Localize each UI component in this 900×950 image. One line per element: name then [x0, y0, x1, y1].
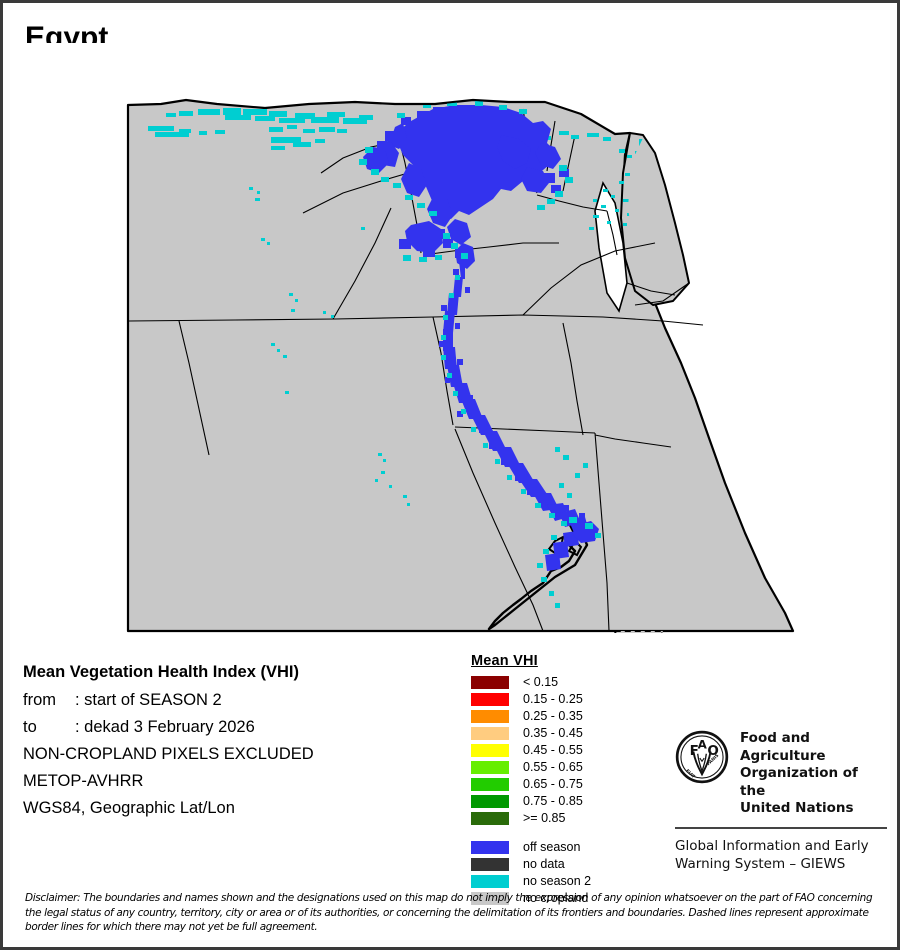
legend-class-row[interactable]: 0.45 - 0.55	[471, 742, 651, 758]
svg-text:FIAT: FIAT	[684, 768, 696, 780]
fao-logo-icon: F A O FIAT PANIS	[675, 730, 729, 784]
map-info-block: Mean Vegetation Health Index (VHI) from:…	[23, 658, 453, 822]
legend-class-label: < 0.15	[523, 675, 559, 689]
svg-text:A: A	[698, 737, 708, 751]
legend-title: Mean VHI	[471, 653, 538, 669]
legend-special-row[interactable]: no data	[471, 856, 651, 872]
off-season-pixels	[363, 105, 599, 571]
legend-class-label: 0.55 - 0.65	[523, 760, 583, 774]
legend-class-label: 0.75 - 0.85	[523, 794, 583, 808]
svg-text:O: O	[707, 743, 718, 759]
legend-class-row[interactable]: >= 0.85	[471, 810, 651, 826]
info-cropland-note: NON-CROPLAND PIXELS EXCLUDED	[23, 745, 314, 763]
legend-class-row[interactable]: 0.55 - 0.65	[471, 759, 651, 775]
legend-spacer	[471, 827, 651, 839]
legend-class-list: < 0.15 0.15 - 0.25 0.25 - 0.35 0.35 - 0.45 0…	[471, 674, 651, 826]
info-sensor: METOP-AVHRR	[23, 772, 144, 790]
info-to-row: to : dekad 3 February 2026	[23, 714, 453, 741]
legend-class-label: >= 0.85	[523, 811, 566, 825]
legend-class-row[interactable]: 0.35 - 0.45	[471, 725, 651, 741]
legend-special-row[interactable]: off season	[471, 839, 651, 855]
legend-special-swatch	[471, 840, 509, 854]
legend-class-label: 0.25 - 0.35	[523, 709, 583, 723]
legend-class-label: 0.15 - 0.25	[523, 692, 583, 706]
info-projection: WGS84, Geographic Lat/Lon	[23, 799, 235, 817]
legend-class-swatch	[471, 743, 509, 757]
legend-class-row[interactable]: 0.15 - 0.25	[471, 691, 651, 707]
map-canvas[interactable]	[3, 43, 897, 633]
legend-special-swatch	[471, 891, 509, 905]
legend-class-row[interactable]: 0.65 - 0.75	[471, 776, 651, 792]
legend-special-row[interactable]: no cropland	[471, 890, 651, 906]
fao-divider	[675, 826, 887, 829]
info-to-value: : dekad 3 February 2026	[75, 718, 255, 736]
legend-special-label: off season	[523, 840, 581, 854]
legend-special-label: no season 2	[523, 874, 592, 888]
legend-special-label: no data	[523, 857, 565, 871]
legend-class-swatch	[471, 709, 509, 723]
info-from-value: : start of SEASON 2	[75, 691, 222, 709]
legend-class-row[interactable]: < 0.15	[471, 674, 651, 690]
legend-class-label: 0.35 - 0.45	[523, 726, 583, 740]
legend-class-label: 0.65 - 0.75	[523, 777, 583, 791]
nile-cyan-fringe	[359, 101, 601, 608]
map-legend: Mean VHI < 0.15 0.15 - 0.25 0.25 - 0.35 0.3…	[471, 653, 651, 907]
svg-text:F: F	[690, 743, 699, 759]
legend-class-row[interactable]: 0.75 - 0.85	[471, 793, 651, 809]
legend-special-swatch	[471, 857, 509, 871]
legend-class-label: 0.45 - 0.55	[523, 743, 583, 757]
legend-class-swatch	[471, 794, 509, 808]
info-to-label: to	[23, 718, 37, 736]
info-heading: Mean Vegetation Health Index (VHI)	[23, 663, 299, 681]
legend-special-swatch	[471, 874, 509, 888]
legend-class-swatch	[471, 811, 509, 825]
fao-branding: F A O FIAT PANIS Food and Agriculture Org…	[675, 730, 887, 873]
disclaimer-text: Disclaimer: The boundaries and names sho…	[25, 892, 873, 933]
fao-header-row: F A O FIAT PANIS Food and Agriculture Org…	[675, 730, 887, 818]
info-from-label: from	[23, 691, 56, 709]
legend-special-label: no cropland	[523, 891, 589, 905]
legend-class-swatch	[471, 726, 509, 740]
legend-class-swatch	[471, 692, 509, 706]
legend-class-row[interactable]: 0.25 - 0.35	[471, 708, 651, 724]
legend-special-list: off season no data no season 2 no cropland	[471, 839, 651, 906]
legend-class-swatch	[471, 675, 509, 689]
info-from-row: from : start of SEASON 2	[23, 687, 453, 714]
egypt-landmass	[126, 98, 795, 633]
legend-special-row[interactable]: no season 2	[471, 873, 651, 889]
fao-organization-name: Food and Agriculture Organization of the U…	[740, 730, 858, 816]
giews-system-name: Global Information and Early Warning Syst…	[675, 837, 869, 872]
legend-class-swatch	[471, 777, 509, 791]
legend-class-swatch	[471, 760, 509, 774]
